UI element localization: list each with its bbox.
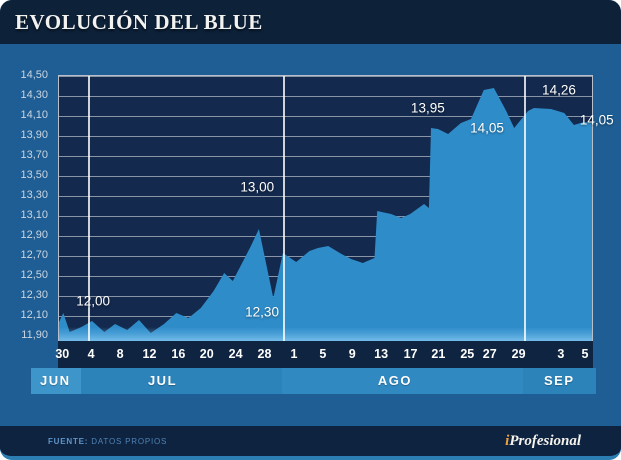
- x-tick-label: 28: [257, 347, 272, 361]
- gridline: [59, 176, 592, 177]
- x-tick-label: 5: [319, 347, 327, 361]
- gridline: [59, 216, 592, 217]
- source-note: FUENTE: DATOS PROPIOS: [48, 437, 167, 446]
- month-segment: [80, 368, 282, 394]
- source-value: DATOS PROPIOS: [91, 436, 168, 446]
- x-tick-label: 4: [87, 347, 95, 361]
- y-tick-label: 13,30: [20, 189, 48, 201]
- month-separator-line: [282, 76, 285, 342]
- x-tick-label: 13: [374, 347, 389, 361]
- gridline: [59, 156, 592, 157]
- month-label: JUN: [40, 373, 71, 388]
- x-tick-label: 9: [348, 347, 356, 361]
- x-tick-label: 8: [116, 347, 124, 361]
- month-segment: [281, 368, 524, 394]
- x-tick-label: 27: [482, 347, 497, 361]
- x-tick-label: 24: [228, 347, 243, 361]
- x-tick-label: 5: [581, 347, 589, 361]
- y-tick-label: 13,10: [20, 209, 48, 221]
- gridline: [59, 116, 592, 117]
- x-axis: 30 4 8 12 16 20 24 28 1 5 9 13 17 21 25 27 29 3 5: [55, 341, 593, 368]
- value-label: 14,26: [542, 82, 576, 98]
- x-tick-label: 21: [431, 347, 446, 361]
- chart-title: EVOLUCIÓN DEL BLUE: [15, 10, 263, 34]
- value-label: 12,00: [76, 293, 111, 309]
- y-tick-label: 11,90: [21, 329, 48, 341]
- gridline: [59, 196, 592, 197]
- gridline: [59, 136, 592, 137]
- y-tick-label: 13,70: [20, 149, 48, 161]
- x-tick-label: 29: [511, 347, 526, 361]
- month-separator-line: [523, 76, 526, 342]
- x-tick-label: 1: [290, 347, 298, 361]
- value-label: 13,95: [410, 100, 445, 116]
- value-label: 12,30: [245, 304, 279, 320]
- y-tick-label: 14,50: [20, 69, 48, 81]
- y-tick-label: 14,10: [20, 109, 48, 121]
- gridline: [59, 96, 592, 97]
- value-label: 14,05: [470, 120, 504, 136]
- gridline: [59, 76, 592, 77]
- x-tick-label: 20: [199, 347, 214, 361]
- month-label: AGO: [377, 373, 413, 388]
- x-tick-label: 16: [171, 347, 186, 361]
- x-tick-label: 3: [557, 347, 565, 361]
- y-tick-label: 12,30: [20, 289, 48, 301]
- y-tick-label: 12,10: [20, 309, 48, 321]
- month-segment: [31, 368, 81, 394]
- y-tick-label: 12,70: [20, 249, 48, 261]
- area-series: [59, 88, 592, 342]
- area-polygon: [59, 88, 592, 342]
- month-label: SEP: [544, 373, 575, 388]
- baseline-glow: [59, 327, 592, 342]
- iprofesional-logo: iProfesional: [505, 433, 581, 450]
- x-tick-label: 12: [142, 347, 157, 361]
- month-separator-line: [87, 76, 90, 342]
- gridline: [59, 236, 592, 237]
- brand-name: Profesional: [509, 432, 581, 449]
- x-tick-label: 25: [460, 347, 475, 361]
- y-tick-label: 12,50: [20, 269, 48, 281]
- x-tick-label: 17: [403, 347, 418, 361]
- value-label: 14,05: [579, 112, 614, 128]
- y-tick-label: 13,50: [20, 169, 48, 181]
- footer: FUENTE: DATOS PROPIOS iProfesional: [0, 426, 621, 456]
- value-label: 13,00: [240, 179, 275, 195]
- month-band: JUN JUL AGO SEP: [31, 368, 596, 394]
- y-axis: 14,50 14,30 14,10 13,90 13,70 13,50 13,30 13,10…: [0, 69, 52, 341]
- brand-i: i: [505, 432, 510, 449]
- source-label: FUENTE:: [48, 436, 89, 446]
- y-tick-label: 12,90: [20, 229, 48, 241]
- x-tick-label: 30: [55, 347, 70, 361]
- plot-area: 12,00 13,00 12,30 13,95 14,05 14,26 14,05: [58, 75, 614, 342]
- month-label: JUL: [147, 373, 178, 388]
- chart-header: EVOLUCIÓN DEL BLUE: [0, 0, 621, 44]
- y-tick-label: 14,30: [20, 89, 48, 101]
- month-segment: [523, 368, 596, 394]
- y-tick-label: 13,90: [20, 129, 48, 141]
